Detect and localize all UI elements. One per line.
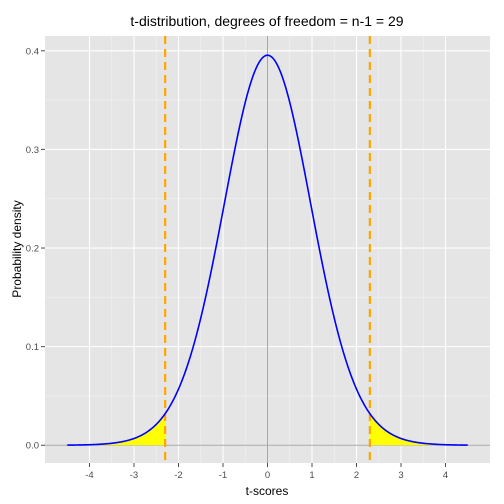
x-tick-label: 2 (354, 470, 359, 481)
y-axis-title: Probability density (10, 200, 24, 297)
x-tick-label: -1 (219, 470, 227, 481)
x-axis-ticks: -4 -3 -2 -1 0 1 2 3 4 (85, 463, 448, 481)
y-tick-label: 0.4 (26, 46, 39, 57)
y-tick-label: 0.2 (26, 244, 39, 255)
y-tick-label: 0.0 (26, 441, 39, 452)
density-series (67, 54, 468, 446)
density-curve (67, 54, 468, 446)
x-tick-label: -2 (174, 470, 182, 481)
x-axis-title: t-scores (246, 484, 289, 498)
y-axis-ticks: 0.0 0.1 0.2 0.3 0.4 (26, 46, 45, 452)
x-tick-label: 4 (443, 470, 448, 481)
y-tick-label: 0.1 (26, 342, 39, 353)
right-tail-area (369, 413, 468, 446)
left-tail-area (67, 413, 166, 446)
critical-value-lines (164, 36, 371, 463)
x-tick-label: -3 (130, 470, 138, 481)
x-tick-label: 1 (309, 470, 314, 481)
x-tick-label: 3 (398, 470, 403, 481)
y-tick-label: 0.3 (26, 145, 39, 156)
shaded-tail-regions (67, 413, 468, 446)
chart-title: t-distribution, degrees of freedom = n-1… (130, 13, 403, 29)
x-tick-label: -4 (85, 470, 93, 481)
x-tick-label: 0 (265, 470, 270, 481)
